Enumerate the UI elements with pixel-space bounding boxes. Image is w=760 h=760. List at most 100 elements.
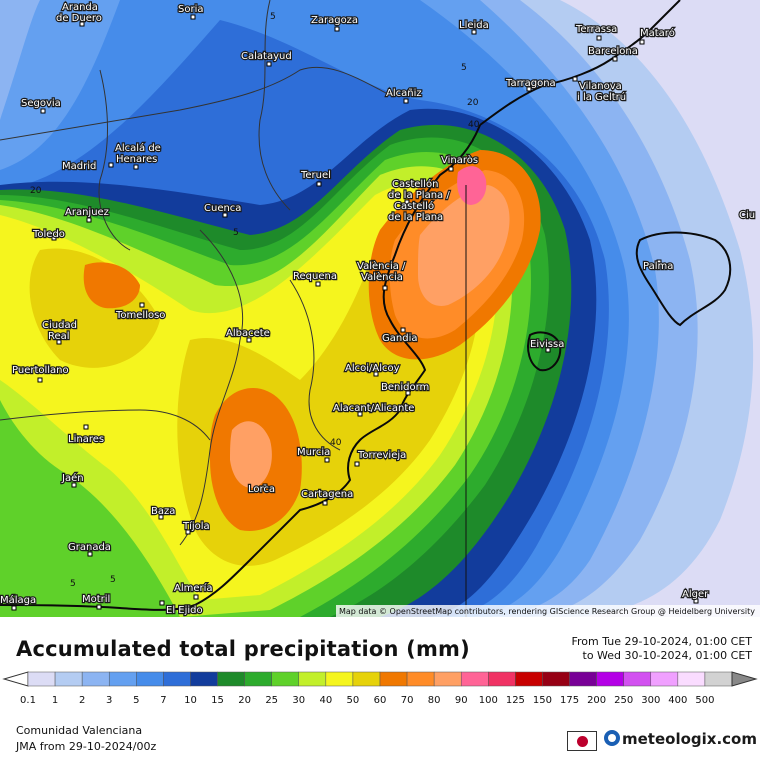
contour-label: 20: [30, 186, 42, 196]
brand-logo[interactable]: meteologix.com: [604, 730, 757, 748]
legend-swatch: [569, 671, 597, 687]
city-label: Alcañiz: [386, 88, 422, 99]
legend-swatch: [379, 671, 408, 687]
color-legend: 0.1 1 2 3 5 7 10 15 20 25 30 40 50 60 70 80 90 100 125 150 1…: [2, 671, 758, 706]
city-dot: [11, 605, 17, 611]
city-label: Motril: [82, 594, 110, 605]
city-label: Palma: [643, 261, 673, 272]
city-dot: [316, 181, 322, 187]
city-label: Baza: [151, 506, 175, 517]
city-label: Madrid: [62, 161, 96, 172]
city-label: Ciu: [739, 210, 755, 221]
legend-arrow-high: [731, 671, 758, 687]
city-label: de Duero: [56, 13, 102, 24]
legend-swatch: [596, 671, 624, 687]
city-dot: [405, 390, 411, 396]
city-label: de la Plana /: [388, 190, 450, 201]
city-dot: [193, 594, 199, 600]
city-label: Lleida: [459, 20, 489, 31]
legend-label: 500: [695, 695, 714, 706]
legend-swatch: [136, 671, 164, 687]
contour-label: 20: [467, 98, 479, 108]
city-label: Almería: [174, 582, 213, 594]
city-dot: [403, 98, 409, 104]
city-dot: [159, 600, 165, 606]
legend-swatch: [27, 671, 56, 687]
city-dot: [56, 339, 62, 345]
legend-swatch: [217, 671, 245, 687]
city-dot: [262, 483, 268, 489]
legend-swatch: [163, 671, 191, 687]
legend-label: 1: [52, 695, 58, 706]
precipitation-map: 5 5 5 20 40 20 5 40 5 Aranda de Duero So…: [0, 0, 760, 617]
city-dot: [357, 411, 363, 417]
city-dot: [71, 482, 77, 488]
legend-swatch: [325, 671, 354, 687]
city-dot: [86, 217, 92, 223]
city-label: Requena: [293, 271, 337, 282]
city-dot: [158, 514, 164, 520]
legend-label: 20: [238, 695, 251, 706]
city-label: Linares: [68, 434, 104, 445]
city-dot: [108, 162, 114, 168]
city-label: Aranda: [62, 2, 98, 13]
city-label: Ciudad: [42, 320, 77, 331]
legend-label: 200: [587, 695, 606, 706]
city-label: Vinaròs: [441, 154, 478, 166]
legend-label: 125: [506, 695, 525, 706]
period-to: to Wed 30-10-2024, 01:00 CET: [582, 649, 753, 662]
city-label: Real: [48, 331, 70, 342]
legend-label: 3: [106, 695, 112, 706]
legend-label: 0.1: [20, 695, 36, 706]
city-dot: [639, 39, 645, 45]
city-label: Calatayud: [241, 51, 292, 62]
city-label: Murcia: [297, 447, 330, 458]
contour-label: 5: [110, 575, 116, 585]
city-dot: [596, 35, 602, 41]
city-label: Gandia: [382, 333, 417, 344]
legend-label: 10: [184, 695, 197, 706]
city-dot: [315, 281, 321, 287]
map-attribution: Map data © OpenStreetMap contributors, r…: [339, 607, 755, 616]
city-dot: [40, 108, 46, 114]
meteologix-icon: [604, 730, 620, 746]
city-label: Málaga: [0, 594, 36, 606]
legend-swatch: [108, 671, 137, 687]
legend-label: 15: [211, 695, 224, 706]
city-dot: [572, 76, 578, 82]
legend-swatch: [54, 671, 83, 687]
legend-label: 80: [428, 695, 441, 706]
legend-swatch: [406, 671, 435, 687]
legend-label: 2: [79, 695, 85, 706]
legend-swatch: [298, 671, 327, 687]
chart-title: Accumulated total precipitation (mm): [16, 637, 470, 661]
city-dot: [246, 337, 252, 343]
city-dot: [37, 377, 43, 383]
city-dot: [656, 259, 662, 265]
contour-labels: 5 5 5 20 40 20 5 40 5: [30, 12, 480, 589]
legend-label: 40: [319, 695, 332, 706]
attribution-bar: [336, 605, 760, 617]
city-label: Benidorm: [381, 382, 429, 393]
city-label: Granada: [68, 542, 111, 553]
legend-label: 150: [533, 695, 552, 706]
city-label: i la Geltrú: [577, 91, 626, 103]
city-label: Tíjola: [182, 520, 210, 532]
city-label: Jaén: [61, 472, 84, 484]
legend-swatch: [271, 671, 300, 687]
model-run: JMA from 29-10-2024/00z: [16, 740, 157, 753]
city-dot: [185, 529, 191, 535]
city-dot: [266, 61, 272, 67]
city-label: Cartagena: [301, 489, 353, 500]
city-dot: [382, 285, 388, 291]
legend-label: 100: [479, 695, 498, 706]
city-label: Castelló: [394, 200, 434, 212]
brand-text: meteologix.com: [622, 730, 757, 748]
legend-swatch: [704, 671, 733, 687]
city-label: Mataró: [640, 27, 675, 39]
legend-swatch: [352, 671, 381, 687]
city-dot: [612, 56, 618, 62]
city-label: Lorca: [248, 484, 275, 495]
city-label: Tomelloso: [115, 310, 165, 321]
forecast-period: From Tue 29-10-2024, 01:00 CET to Wed 30…: [571, 635, 752, 663]
